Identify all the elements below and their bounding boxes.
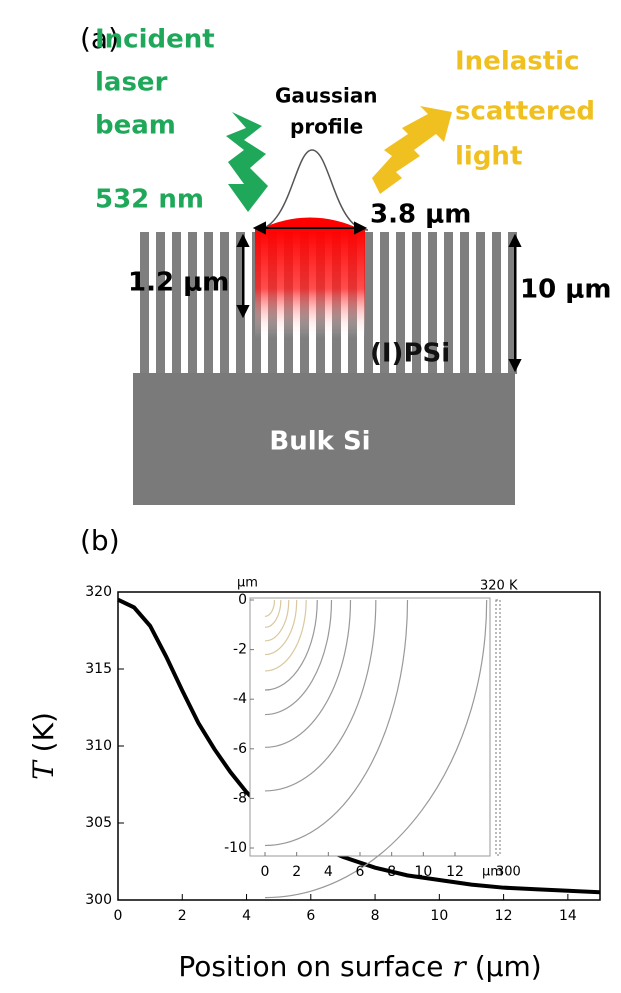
inset-y-unit: μm	[237, 576, 258, 591]
panel-b: (b) Position on surface r (μm) T (K) 0 2 4…	[27, 524, 601, 983]
scattered-label: Inelastic	[455, 47, 580, 77]
x-tick-label: 4	[242, 908, 251, 924]
contour	[264, 599, 409, 847]
pillar	[156, 232, 165, 374]
x-tick-label: 2	[178, 908, 187, 924]
x-label-text: Position on surface	[178, 950, 443, 983]
inset-x-tick-label: 12	[446, 864, 464, 880]
pillar	[380, 232, 389, 374]
y-tick-label: 315	[85, 661, 112, 677]
gaussian-curve	[254, 149, 369, 231]
pillar	[220, 232, 229, 374]
inset: 0 2 4 6 8 10 12 0 -2 -4 -6 -8 -10 μm μm 320 K 300	[224, 576, 521, 899]
panel-label: (b)	[80, 524, 120, 557]
gaussian-label: Gaussian	[275, 84, 378, 108]
label-line: Incident	[95, 25, 215, 55]
scattered-label: light	[455, 142, 522, 172]
pillar	[204, 232, 213, 374]
label-line: 532 nm	[95, 185, 204, 215]
inset-y-tick-label: -2	[233, 642, 247, 658]
pillar	[476, 232, 485, 374]
colorbar-min: 300	[496, 865, 521, 880]
inset-x-tick-label: 10	[414, 864, 432, 880]
inset-y-tick-label: -4	[233, 691, 247, 707]
x-label-unit: (μm)	[475, 950, 542, 983]
contour	[264, 599, 282, 628]
inset-y-tick-label: -10	[224, 840, 247, 856]
layer-thickness: 10 μm	[520, 275, 611, 305]
inset-x-tick-label: 4	[324, 864, 333, 880]
panel-a: (a) Incident laser beam 532 nm Gaussian …	[80, 22, 611, 505]
inset-x-unit: μm	[482, 865, 503, 880]
contour	[264, 599, 290, 642]
inset-x-tick-label: 8	[387, 864, 396, 880]
pillar	[428, 232, 437, 374]
heated-region	[255, 228, 365, 338]
layer-label: (I)PSi	[370, 339, 450, 369]
inset-frame	[249, 597, 491, 857]
pillar	[364, 232, 373, 374]
x-tick-label: 0	[114, 908, 123, 924]
contour	[264, 599, 307, 672]
scattered-label: scattered	[455, 97, 595, 127]
pillar	[492, 232, 501, 374]
contour	[264, 599, 488, 899]
x-axis-label: Position on surface r (μm)	[178, 950, 541, 984]
y-label-unit: (K)	[27, 712, 60, 752]
pillar	[412, 232, 421, 374]
spot-size: 3.8 μm	[370, 200, 471, 230]
inset-y-tick-label: -6	[233, 741, 247, 757]
contour	[264, 599, 377, 792]
pillar	[172, 232, 181, 374]
inset-y-tick-label: -8	[233, 790, 247, 806]
gaussian-label: profile	[290, 115, 363, 139]
y-axis-label: T (K)	[27, 712, 61, 780]
x-tick-label: 6	[306, 908, 315, 924]
x-tick-label: 14	[559, 908, 577, 924]
dimension-arrows	[236, 221, 522, 373]
contour	[264, 599, 298, 656]
x-tick-label: 12	[495, 908, 513, 924]
pillar	[508, 232, 517, 374]
colorbar-max: 320 K	[480, 579, 518, 594]
substrate-label: Bulk Si	[269, 427, 370, 457]
scattered-arrow	[372, 106, 452, 194]
x-tick-label: 10	[430, 908, 448, 924]
pillar	[140, 232, 149, 374]
inset-y-tick-label: 0	[238, 592, 247, 608]
pillar	[460, 232, 469, 374]
label-line: laser	[95, 68, 168, 98]
pillar	[396, 232, 405, 374]
panel-label: (a)	[80, 22, 119, 55]
inset-x-tick-label: 6	[356, 864, 365, 880]
bulk-substrate	[133, 373, 515, 505]
inset-x-tick-label: 0	[261, 864, 270, 880]
x-tick-label: 8	[371, 908, 380, 924]
pillar	[444, 232, 453, 374]
y-tick-label: 320	[85, 584, 112, 600]
inset-x-tick-label: 2	[292, 864, 301, 880]
colorbar	[495, 599, 501, 856]
contour	[264, 599, 333, 716]
label-line: beam	[95, 111, 176, 141]
penetration-depth: 1.2 μm	[128, 268, 229, 298]
incident-arrow	[226, 112, 268, 212]
x-label-symbol: r	[452, 950, 467, 983]
contour	[264, 599, 318, 691]
y-label-symbol: T	[27, 759, 60, 780]
pillar	[188, 232, 197, 374]
y-tick-label: 300	[85, 892, 112, 908]
y-tick-label: 310	[85, 738, 112, 754]
heated-cap	[258, 217, 362, 230]
y-tick-label: 305	[85, 815, 112, 831]
incident-label: Incident laser beam 532 nm	[95, 25, 215, 215]
contour	[264, 599, 352, 748]
pillar	[236, 232, 245, 374]
contour	[264, 599, 276, 617]
